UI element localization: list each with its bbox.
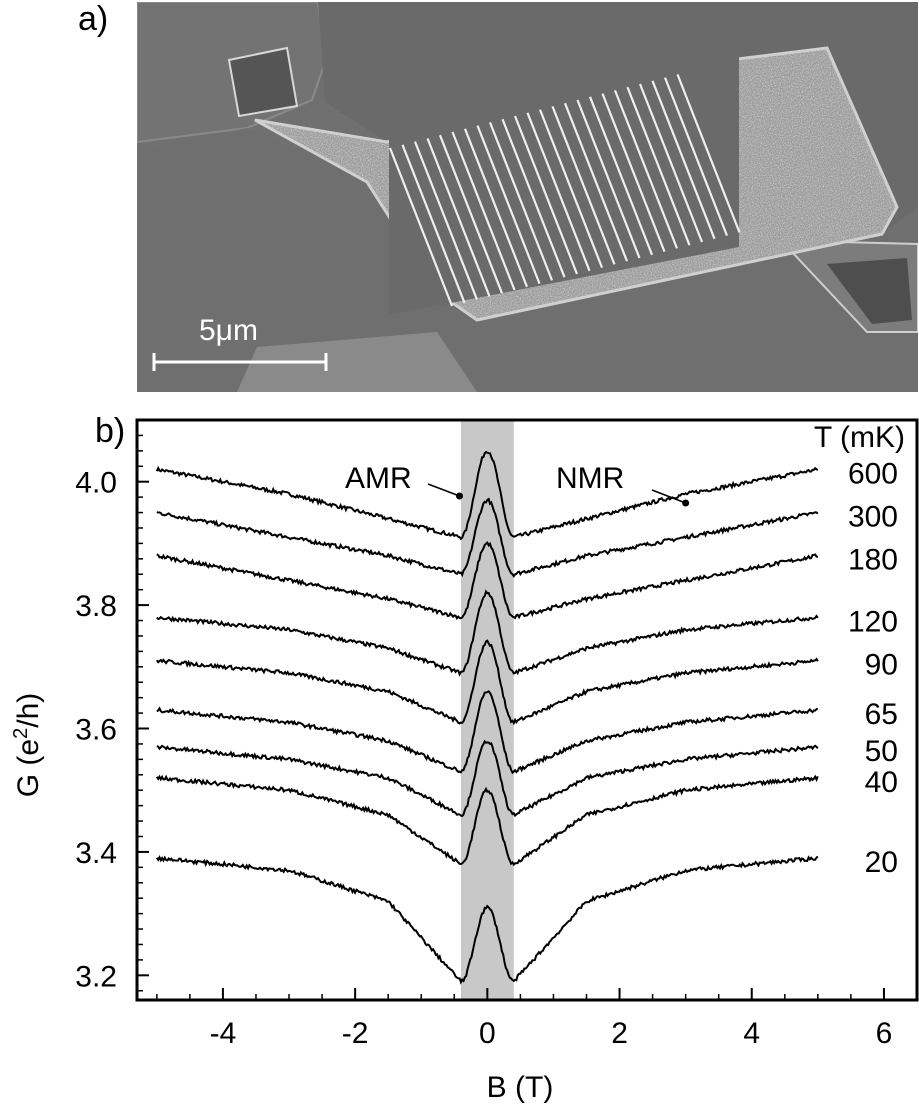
y-tick-label: 3.2	[75, 960, 117, 993]
nanowire	[463, 128, 529, 288]
sem-micrograph: 5μm	[137, 2, 918, 392]
nanowire	[451, 131, 516, 291]
plot-frame	[135, 418, 919, 1002]
series-line-180mK	[156, 541, 819, 620]
y-tick-label: 3.8	[75, 590, 117, 623]
series-label-180: 180	[848, 544, 898, 577]
nanowire	[526, 112, 591, 272]
annotation-amr: AMR	[345, 462, 412, 495]
series-label-50: 50	[865, 735, 898, 768]
series-label-20: 20	[865, 846, 898, 879]
nanowire	[601, 93, 666, 253]
nanowire	[676, 73, 741, 233]
lead-top	[318, 2, 918, 234]
nanowire	[651, 80, 716, 240]
series-layer	[155, 450, 819, 985]
nanowire	[476, 125, 541, 285]
series-line-20mK	[155, 855, 819, 985]
nanowire	[488, 121, 554, 281]
textured-bottom	[237, 332, 477, 392]
series-line-40mK	[155, 774, 819, 867]
y-tick-label: 3.4	[75, 837, 117, 870]
contact-window-left	[227, 46, 299, 118]
nanowire	[663, 77, 729, 237]
wire-array-background	[389, 14, 739, 316]
nanowire	[588, 96, 654, 256]
series-line-120mK	[156, 589, 819, 677]
nanowire	[638, 83, 704, 243]
nanowire	[551, 105, 616, 265]
nanowire	[438, 134, 504, 294]
sem-image: 5μm	[137, 2, 918, 392]
nanowire	[413, 141, 479, 301]
tick-layer: -4 -2 0 2 4 6 3.2 3.4 3.6 3.8 4.0	[75, 419, 893, 1050]
x-tick-label: 0	[479, 1017, 496, 1050]
nanowire	[563, 102, 629, 262]
nanowire	[388, 147, 454, 307]
series-label-40: 40	[865, 766, 898, 799]
scale-bar	[152, 353, 328, 371]
annotation-layer: AMR NMR	[345, 462, 690, 507]
nanowire	[501, 118, 566, 278]
x-tick-label: 6	[876, 1017, 893, 1050]
series-label-90: 90	[865, 649, 898, 682]
y-tick-label: 4.0	[75, 467, 117, 500]
x-axis-label: B (T)	[487, 1071, 554, 1104]
legend-title: T (mK)	[814, 421, 905, 454]
series-label-600: 600	[848, 457, 898, 490]
nanowire	[626, 86, 691, 246]
nanowire	[613, 89, 679, 249]
series-line-300mK	[156, 497, 819, 578]
annotation-nmr: NMR	[556, 462, 624, 495]
panel-a-label: a)	[78, 0, 109, 38]
x-tick-label: 4	[743, 1017, 760, 1050]
series-line-90mK	[155, 639, 819, 726]
nanowire	[426, 137, 491, 297]
annotation-nmr-dot	[682, 499, 690, 507]
annotation-amr-pointer	[427, 483, 460, 497]
series-label-65: 65	[865, 698, 898, 731]
y-axis-label: G (e2/h)	[10, 693, 45, 798]
annotation-amr-dot	[456, 492, 464, 500]
x-tick-label: -4	[210, 1017, 237, 1050]
y-tick-label: 3.6	[75, 714, 117, 747]
annotation-nmr-pointer	[651, 489, 686, 504]
series-line-65mK	[156, 690, 819, 775]
scale-bar-label: 5μm	[199, 314, 258, 347]
nanowire	[576, 99, 641, 259]
wire-array	[388, 73, 741, 307]
nanowire	[513, 115, 579, 275]
nanowire	[538, 109, 604, 269]
series-label-120: 120	[848, 605, 898, 638]
contact-window-right	[827, 258, 912, 324]
nanowire	[401, 144, 466, 304]
panel-b-label: b)	[95, 412, 126, 450]
lead-bottom	[137, 128, 918, 392]
series-label-300: 300	[848, 501, 898, 534]
x-tick-label: 2	[611, 1017, 628, 1050]
series-line-600mK	[155, 450, 819, 541]
series-line-50mK	[156, 739, 819, 818]
x-tick-label: -2	[342, 1017, 369, 1050]
